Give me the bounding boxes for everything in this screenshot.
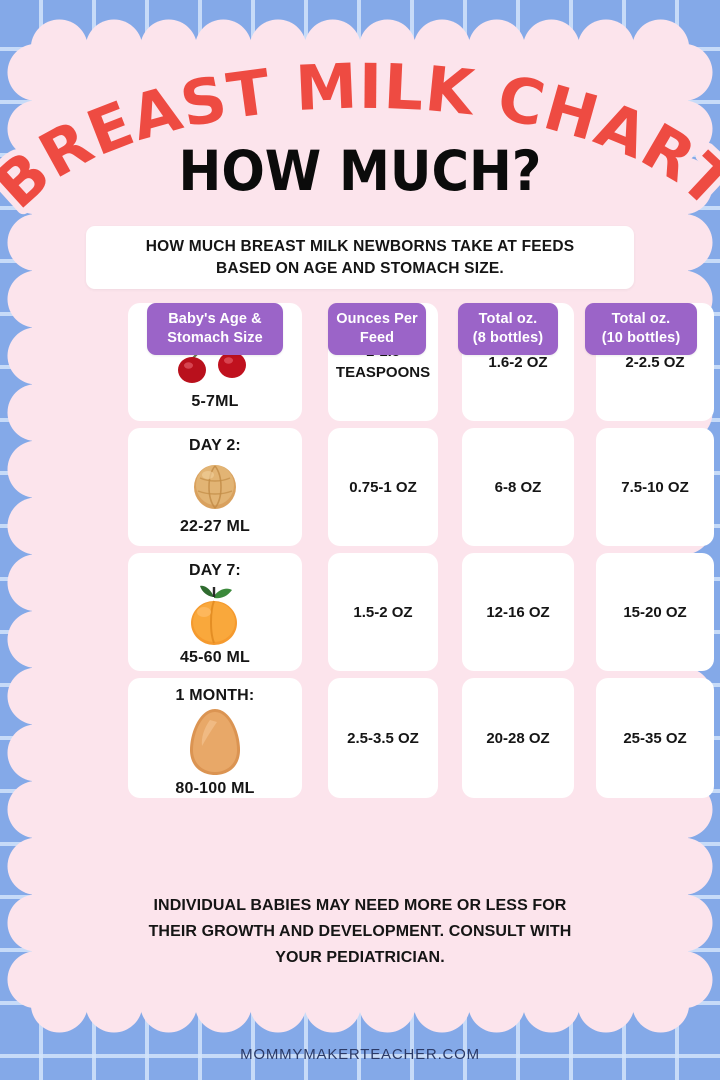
table-row: DAY 2: 22-27 ML 0.75 — [128, 428, 720, 546]
apricot-icon — [128, 581, 302, 647]
table-header-row: Baby's Age & Stomach Size Ounces Per Fee… — [128, 303, 720, 357]
cell-ounces-per-feed: 0.75-1 OZ — [328, 428, 438, 546]
table-body: DAY 1: 5-7ML — [128, 303, 720, 805]
cell-total-10-bottles: 7.5-10 OZ — [596, 428, 714, 546]
walnut-icon — [128, 456, 302, 516]
subtitle-line-2: BASED ON AGE AND STOMACH SIZE. — [216, 259, 504, 277]
age-label: DAY 2: — [189, 437, 241, 454]
column-header-total-8-bottles: Total oz. (8 bottles) — [458, 303, 558, 355]
column-header-line-1: Total oz. — [478, 311, 538, 327]
column-header-age-stomach: Baby's Age & Stomach Size — [147, 303, 283, 355]
age-volume: 45-60 ML — [179, 649, 251, 666]
disclaimer-text: INDIVIDUAL BABIES MAY NEED MORE OR LESS … — [86, 893, 634, 971]
subtitle-line-1: HOW MUCH BREAST MILK NEWBORNS TAKE AT FE… — [145, 237, 575, 255]
age-label: 1 MONTH: — [175, 687, 255, 704]
column-header-line-1: Ounces Per — [336, 311, 418, 327]
page-subtitle-how-much: HOW MUCH? — [178, 139, 542, 203]
cell-age-stomach: 1 MONTH: 80-100 ML — [128, 678, 302, 798]
cell-total-8-bottles: 6-8 OZ — [462, 428, 574, 546]
cell-total-8-bottles: 12-16 OZ — [462, 553, 574, 671]
cell-ounces-per-feed: 1.5-2 OZ — [328, 553, 438, 671]
column-header-line-2: Stomach Size — [167, 330, 263, 346]
column-header-line-1: Total oz. — [611, 311, 671, 327]
table-row: DAY 7: 45-60 ML 1.5- — [128, 553, 720, 671]
disclaimer-line-1: INDIVIDUAL BABIES MAY NEED MORE OR LESS … — [153, 897, 567, 914]
cell-age-stomach: DAY 7: 45-60 ML — [128, 553, 302, 671]
branding-url: MOMMYMAKERTEACHER.COM — [240, 1046, 480, 1063]
egg-icon — [128, 706, 302, 778]
column-header-line-2: Feed — [359, 330, 395, 346]
table-row: 1 MONTH: 80-100 ML 2.5-3.5 OZ 20-28 OZ 2… — [128, 678, 720, 798]
disclaimer-line-3: YOUR PEDIATRICIAN. — [275, 949, 445, 966]
cell-total-10-bottles: 25-35 OZ — [596, 678, 714, 798]
age-volume: 22-27 ML — [179, 518, 251, 535]
ounces-per-feed-line-2: TEASPOONS — [335, 364, 431, 381]
age-label: DAY 7: — [189, 562, 241, 579]
column-header-line-1: Baby's Age & — [168, 311, 262, 327]
age-volume: 80-100 ML — [175, 780, 255, 797]
disclaimer-line-2: THEIR GROWTH AND DEVELOPMENT. CONSULT WI… — [148, 923, 572, 940]
column-header-total-10-bottles: Total oz. (10 bottles) — [585, 303, 697, 355]
age-volume: 5-7ML — [191, 393, 239, 410]
cell-total-10-bottles: 15-20 OZ — [596, 553, 714, 671]
subtitle-banner: HOW MUCH BREAST MILK NEWBORNS TAKE AT FE… — [86, 226, 634, 289]
column-header-ounces-per-feed: Ounces Per Feed — [328, 303, 426, 355]
column-header-line-2: (8 bottles) — [472, 330, 544, 346]
cell-age-stomach: DAY 2: 22-27 ML — [128, 428, 302, 546]
subtitle-text: HOW MUCH BREAST MILK NEWBORNS TAKE AT FE… — [132, 236, 589, 280]
cell-ounces-per-feed: 2.5-3.5 OZ — [328, 678, 438, 798]
cell-total-8-bottles: 20-28 OZ — [462, 678, 574, 798]
column-header-line-2: (10 bottles) — [601, 330, 681, 346]
